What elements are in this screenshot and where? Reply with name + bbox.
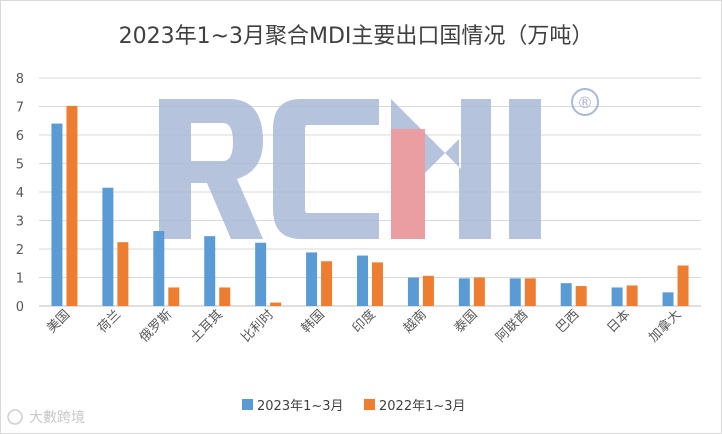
y-tick-label: 7 [16,101,24,116]
x-category-label: 比利时 [239,307,277,345]
gridlines [39,77,701,307]
bar-series1 [662,292,674,306]
y-tick-label: 3 [16,215,24,230]
legend-swatch-2023 [242,399,253,410]
bars [51,105,689,307]
y-tick-label: 8 [16,72,24,87]
watermark-letter-c [273,99,379,239]
watermark-registered-circle [571,88,599,116]
y-tick-label: 6 [16,129,24,144]
x-category-label: 日本 [604,307,633,336]
watermark-letter-r [159,99,263,239]
x-category-label: 加拿大 [645,307,684,346]
watermark-corner-icon [7,409,23,425]
bar-series2 [524,278,536,306]
bar-series2 [321,261,333,306]
watermark-logo: ® [159,88,599,239]
x-axis-labels: 美国 荷兰 俄罗斯 土耳其 比利时 韩国 印度 越南 泰国 阿联酋 巴西 日本 加拿大 [44,307,684,346]
bar-series2 [626,285,638,306]
x-category-label: 美国 [44,307,73,336]
bar-series2 [66,105,78,307]
bar-series1 [255,242,267,306]
y-tick-label: 0 [16,300,24,315]
bar-series1 [153,231,165,306]
bar-series1 [458,278,470,306]
watermark-corner: 大數跨境 [7,409,85,426]
legend-swatch-2022 [364,399,375,410]
y-tick-label: 1 [16,272,24,287]
bar-series2 [677,265,689,306]
bar-series1 [51,123,63,306]
bar-series2 [575,286,587,306]
bar-series2 [372,262,383,306]
bar-series1 [102,187,114,306]
x-category-label: 越南 [400,307,430,337]
bar-series2 [117,242,129,306]
x-category-label: 韩国 [299,307,328,336]
x-category-label: 俄罗斯 [137,307,175,345]
bar-series1 [357,255,368,306]
bar-series1 [306,252,318,306]
bar-series1 [204,236,216,306]
watermark-registered-mark: ® [577,93,593,112]
legend-label-2022: 2022年1~3月 [379,399,466,414]
x-category-label: 土耳其 [188,307,226,345]
bar-series2 [168,287,180,306]
chart-title: 2023年1~3月聚合MDI主要出口国情况（万吨） [119,24,594,49]
watermark-letter-m-accent [391,129,425,239]
y-tick-label: 4 [16,186,24,201]
bar-series1 [509,278,521,306]
bar-series1 [611,287,623,306]
bar-series1 [560,283,572,306]
x-category-label: 印度 [349,307,379,337]
watermark-letter-i [509,99,541,239]
bar-series1 [407,277,419,306]
legend: 2023年1~3月 2022年1~3月 [242,399,466,414]
x-category-label: 阿联酋 [493,307,532,346]
x-category-label: 泰国 [452,307,481,336]
x-category-label: 荷兰 [95,307,124,336]
bar-series2 [270,302,282,306]
y-tick-label: 5 [16,158,24,173]
legend-label-2023: 2023年1~3月 [257,399,344,414]
bar-series2 [219,287,231,306]
x-category-label: 巴西 [554,307,583,336]
y-axis-ticks: 0 1 2 3 4 5 6 7 8 [16,72,24,315]
bar-series2 [473,277,485,306]
y-tick-label: 2 [16,243,24,258]
watermark-corner-text: 大數跨境 [29,410,85,426]
bar-series2 [422,275,434,306]
